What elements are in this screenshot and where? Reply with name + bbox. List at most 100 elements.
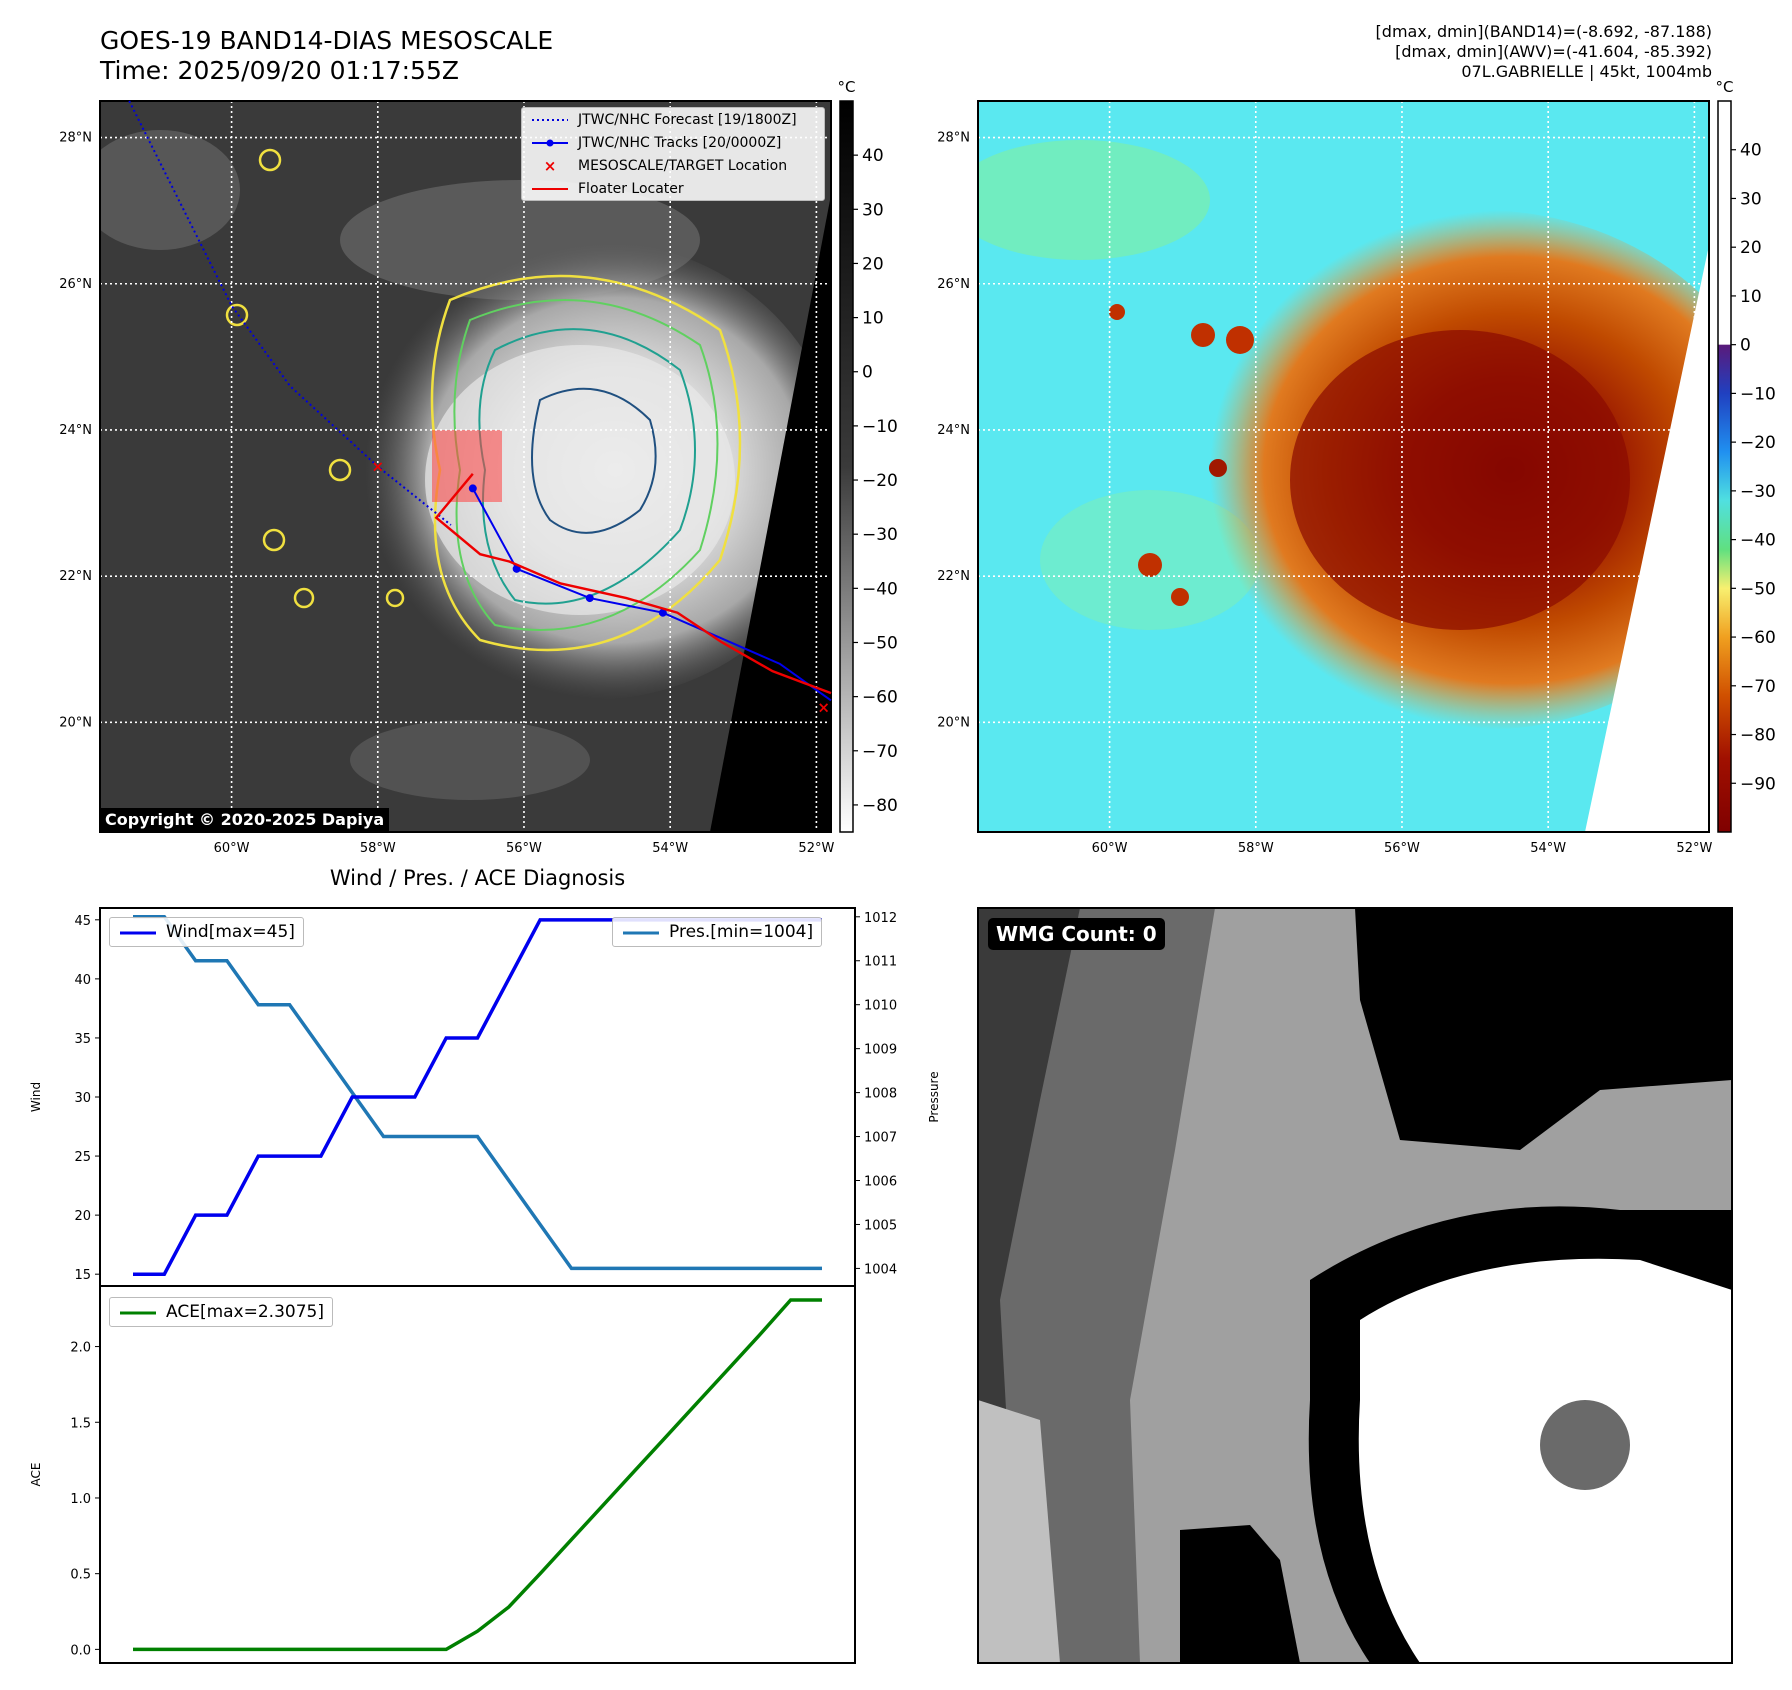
pressure-series-line (133, 915, 822, 1271)
right-lon-tick-label: 54°W (1530, 841, 1566, 856)
legend-forecast-label: JTWC/NHC Forecast [19/1800Z] (578, 111, 797, 128)
wind-axis-tick-label: 15 (74, 1268, 91, 1283)
right-lat-tick-label: 20°N (937, 715, 970, 730)
legend-target: × MESOSCALE/TARGET Location (522, 154, 824, 177)
wind-axis-tick-label: 45 (74, 914, 91, 929)
color-colorbar-tick-label: 10 (1740, 287, 1762, 307)
title-line-2: Time: 2025/09/20 01:17:55Z (100, 56, 459, 85)
track-point (585, 594, 594, 603)
track-point (512, 564, 521, 573)
wmg-frame (977, 907, 1733, 1664)
ace-series-line (133, 1298, 822, 1652)
right-lat-tick-label: 24°N (937, 423, 970, 438)
legend-pressure: Pres.[min=1004] (613, 918, 821, 946)
gray-colorbar-unit: °C (838, 78, 856, 96)
legend-ace-label: ACE[max=2.3075] (166, 1302, 324, 1322)
target-location-marker: × (371, 458, 384, 476)
observed-track-line (471, 487, 832, 702)
wind-axis-tick-label: 30 (74, 1091, 91, 1106)
pressure-axis-tick-label: 1010 (864, 999, 897, 1014)
color-colorbar-tick-label: −50 (1740, 579, 1776, 599)
gray-colorbar-tick-label: 20 (862, 254, 884, 274)
left-lon-tick-label: 54°W (652, 841, 688, 856)
right-lat-tick-label: 28°N (937, 131, 970, 146)
wind-axis-tick-label: 25 (74, 1150, 91, 1165)
track-point (468, 484, 477, 493)
legend-floater-label: Floater Locater (578, 180, 684, 197)
left-map-frame (99, 100, 832, 833)
ace-legend: ACE[max=2.3075] (109, 1297, 333, 1327)
left-lon-tick-label: 58°W (360, 841, 396, 856)
wind-pressure-plot-frame (99, 907, 856, 1287)
color-colorbar-tick-label: −40 (1740, 531, 1776, 551)
legend-target-label: MESOSCALE/TARGET Location (578, 157, 788, 174)
color-colorbar-tick-label: −30 (1740, 482, 1776, 502)
legend-wind-swatch (118, 925, 158, 939)
ace-axis-label: ACE (29, 1463, 43, 1487)
legend-tracks-label: JTWC/NHC Tracks [20/0000Z] (578, 134, 782, 151)
diagnosis-title: Wind / Pres. / ACE Diagnosis (329, 866, 626, 890)
color-colorbar-frame (1717, 100, 1732, 833)
legend-tracks: JTWC/NHC Tracks [20/0000Z] (522, 131, 824, 154)
legend-pressure-swatch (621, 925, 661, 939)
pressure-axis-tick-label: 1012 (864, 911, 897, 926)
color-colorbar-tick-label: 0 (1740, 336, 1751, 356)
ace-plot-frame (99, 1285, 856, 1664)
copyright-label: Copyright © 2020-2025 Dapiya (100, 808, 390, 831)
gray-colorbar-tick-label: −30 (862, 525, 898, 545)
right-lat-tick-label: 26°N (937, 277, 970, 292)
left-lon-tick-label: 56°W (506, 841, 542, 856)
pressure-axis-tick-label: 1009 (864, 1043, 897, 1058)
svg-text:×: × (544, 159, 557, 173)
legend-target-swatch: × (530, 157, 570, 175)
wind-axis-label: Wind (29, 1082, 43, 1112)
ace-axis-tick-label: 2.0 (70, 1341, 91, 1356)
gray-colorbar-tick-label: −40 (862, 579, 898, 599)
legend-forecast: JTWC/NHC Forecast [19/1800Z] (522, 108, 824, 131)
gray-colorbar-tick-label: 10 (862, 309, 884, 329)
left-lat-tick-label: 26°N (59, 277, 92, 292)
right-lat-tick-label: 22°N (937, 569, 970, 584)
target-location-marker: × (817, 699, 830, 717)
wind-axis-tick-label: 35 (74, 1032, 91, 1047)
color-colorbar-lower (1718, 344, 1731, 832)
color-colorbar-upper (1718, 101, 1731, 345)
ace-axis-tick-label: 1.5 (70, 1416, 91, 1431)
gray-colorbar-tick-label: −70 (862, 742, 898, 762)
forecast-track-line (128, 100, 452, 526)
stats-line-1: [dmax, dmin](BAND14)=(-8.692, -87.188) (1375, 22, 1712, 41)
color-colorbar-tick-label: 40 (1740, 141, 1762, 161)
ir-color-map (978, 101, 1709, 832)
legend-forecast-swatch (530, 113, 570, 127)
pressure-axis-tick-label: 1007 (864, 1131, 897, 1146)
color-colorbar-tick-label: −20 (1740, 433, 1776, 453)
color-colorbar-unit: °C (1716, 78, 1734, 96)
gray-colorbar-tick-label: 40 (862, 146, 884, 166)
gray-colorbar-tick-label: −20 (862, 471, 898, 491)
pressure-axis-label: Pressure (927, 1071, 941, 1122)
wind-legend: Wind[max=45] (109, 917, 304, 947)
left-lat-tick-label: 20°N (59, 715, 92, 730)
legend-ace: ACE[max=2.3075] (110, 1298, 332, 1326)
ir-gray-map (100, 101, 831, 832)
gray-colorbar-tick-label: −10 (862, 417, 898, 437)
gray-colorbar-fill (840, 101, 853, 832)
legend-wind-label: Wind[max=45] (166, 922, 295, 942)
wmg-count-badge: WMG Count: 0 (988, 918, 1165, 950)
color-colorbar-tick-label: 30 (1740, 189, 1762, 209)
wind-axis-tick-label: 20 (74, 1209, 91, 1224)
right-lon-tick-label: 60°W (1092, 841, 1128, 856)
ace-axis-tick-label: 0.0 (70, 1643, 91, 1658)
color-colorbar-tick-label: −10 (1740, 384, 1776, 404)
color-colorbar-tick-label: −90 (1740, 774, 1776, 794)
gray-colorbar-tick-label: 30 (862, 200, 884, 220)
ace-axis-tick-label: 0.5 (70, 1568, 91, 1583)
legend-tracks-swatch (530, 136, 570, 150)
map-legend: JTWC/NHC Forecast [19/1800Z] JTWC/NHC Tr… (521, 107, 825, 201)
right-lon-tick-label: 52°W (1676, 841, 1712, 856)
gray-colorbar-frame (839, 100, 854, 833)
legend-floater-swatch (530, 182, 570, 196)
legend-floater: Floater Locater (522, 177, 824, 200)
color-colorbar-tick-label: −70 (1740, 677, 1776, 697)
